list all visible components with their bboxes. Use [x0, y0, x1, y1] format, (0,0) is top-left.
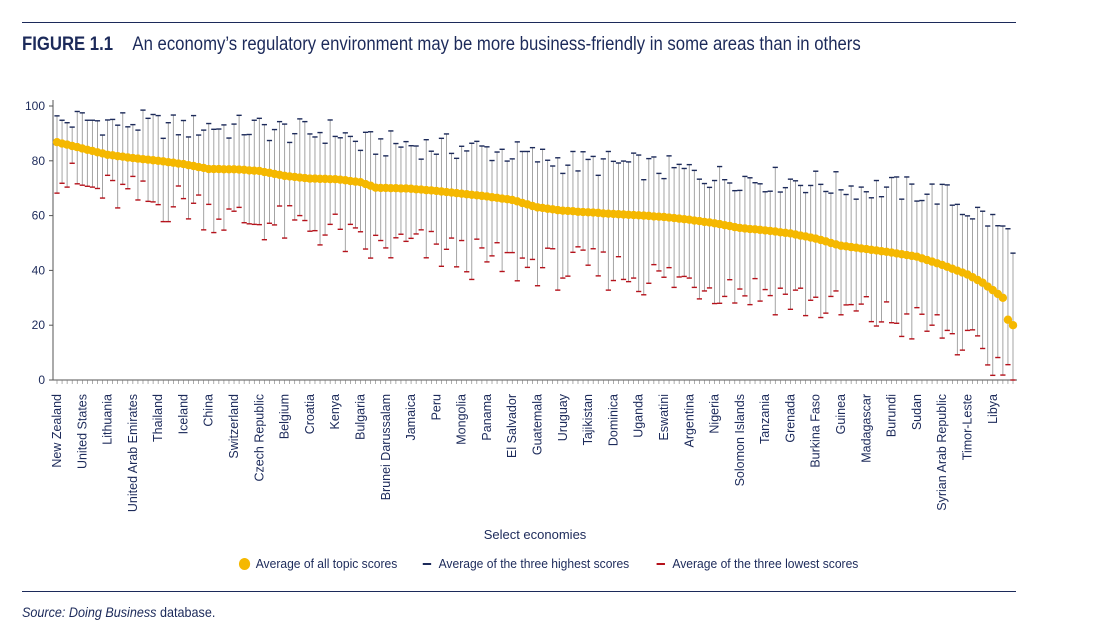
x-tick-label: Kenya — [328, 394, 342, 429]
x-tick-label: Burundi — [885, 394, 899, 437]
x-tick-label: Tajikistan — [581, 394, 595, 445]
x-tick-label: Solomon Islands — [733, 394, 747, 486]
legend-item-highest: Average of the three highest scores — [422, 556, 630, 571]
legend: Average of all topic scores Average of t… — [0, 556, 1099, 571]
x-tick-label: Jamaica — [404, 394, 418, 441]
x-tick-label: Eswatini — [657, 394, 671, 441]
x-tick-label: Brunei Darussalam — [379, 394, 393, 500]
y-tick-label: 40 — [32, 263, 46, 277]
x-tick-label: Nigeria — [708, 394, 722, 434]
x-tick-label: Uruguay — [556, 393, 570, 441]
x-tick-label: Bulgaria — [353, 394, 367, 440]
x-tick-label: Syrian Arab Republic — [935, 394, 949, 511]
legend-average-marker — [238, 557, 251, 570]
x-tick-label: Lithuania — [101, 394, 115, 445]
x-tick-label: Burkina Faso — [809, 394, 823, 468]
x-tick-label: Panama — [480, 394, 494, 441]
figure-heading: FIGURE 1.1 An economy’s regulatory enviro… — [22, 34, 861, 56]
x-tick-label: China — [202, 394, 216, 427]
x-tick-label: Tanzania — [758, 394, 772, 444]
legend-item-lowest: Average of the three lowest scores — [656, 556, 859, 571]
x-tick-label: Iceland — [176, 394, 190, 434]
x-tick-label: Mongolia — [455, 394, 469, 445]
source-prefix: Source: — [22, 604, 69, 620]
average-score-point — [1003, 315, 1013, 324]
x-tick-label: Grenada — [783, 394, 797, 443]
legend-lowest-marker — [656, 562, 666, 565]
top-rule — [22, 22, 1016, 23]
x-tick-label: Uganda — [632, 394, 646, 438]
y-tick-label: 80 — [32, 154, 46, 168]
source-note: Source: Doing Business database. — [22, 604, 215, 620]
legend-lowest-label: Average of the three lowest scores — [672, 556, 859, 571]
x-axis-title: Select economies — [484, 527, 587, 542]
x-tick-label: Dominica — [606, 394, 620, 446]
y-tick-label: 60 — [32, 209, 46, 223]
x-tick-label: Sudan — [910, 394, 924, 430]
x-tick-label: El Salvador — [505, 394, 519, 458]
chart: 0 20 40 60 80 100 New Zealand United States Lith… — [25, 99, 1018, 542]
x-tick-label: Switzerland — [227, 394, 241, 459]
source-name: Doing Business — [68, 604, 157, 620]
x-tick-label: Belgium — [278, 394, 292, 439]
x-tick-label: Guatemala — [531, 394, 545, 455]
legend-highest-marker — [422, 562, 432, 565]
figure-title: An economy’s regulatory environment may … — [132, 34, 861, 55]
legend-average-label: Average of all topic scores — [255, 556, 398, 571]
average-score-point — [998, 293, 1008, 302]
legend-item-average: Average of all topic scores — [238, 556, 398, 571]
y-tick-label: 20 — [32, 318, 46, 332]
legend-highest-label: Average of the three highest scores — [438, 556, 630, 571]
x-tick-label: Thailand — [151, 394, 165, 442]
x-tick-label: Guinea — [834, 394, 848, 434]
y-tick-label: 100 — [25, 99, 45, 113]
x-tick-label: Czech Republic — [252, 394, 266, 482]
x-tick-label: New Zealand — [50, 394, 64, 468]
x-tick-label: Croatia — [303, 394, 317, 434]
x-tick-label: Argentina — [682, 394, 696, 448]
x-tick-label: United States — [75, 394, 89, 469]
bottom-rule — [22, 591, 1016, 592]
figure-label: FIGURE 1.1 — [22, 34, 114, 55]
average-score-point — [1008, 321, 1018, 330]
x-tick-label: Peru — [429, 394, 443, 420]
source-suffix: database. — [156, 604, 216, 620]
y-tick-label: 0 — [38, 373, 45, 387]
x-tick-label: United Arab Emirates — [126, 394, 140, 512]
x-tick-label: Timor-Leste — [960, 394, 974, 460]
x-tick-label: Madagascar — [859, 394, 873, 463]
x-tick-label: Libya — [986, 394, 1000, 424]
